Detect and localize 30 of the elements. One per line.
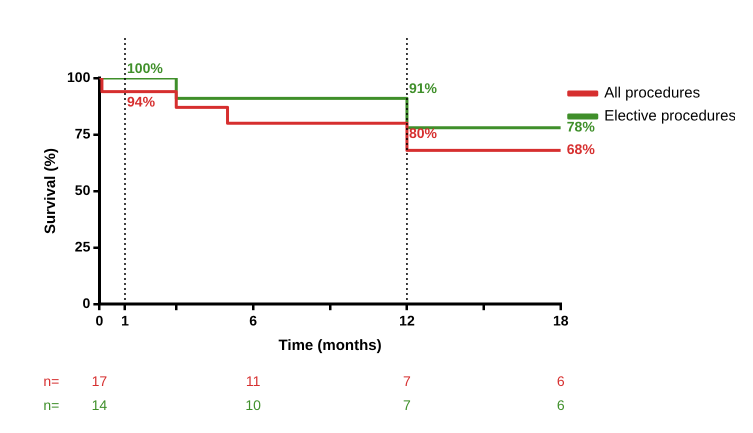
annotation: 94% <box>126 93 156 110</box>
annotation: 78% <box>566 118 596 135</box>
y-tick-label: 100 <box>67 68 91 85</box>
y-tick-label: 75 <box>74 125 91 142</box>
text: n= <box>43 373 60 390</box>
text: 6 <box>556 397 565 414</box>
text: 11 <box>246 373 261 390</box>
x-axis-title: Time (months) <box>278 337 382 354</box>
x-tick-label: 18 <box>552 312 569 328</box>
annotation: 100% <box>126 60 164 76</box>
text: 7 <box>403 397 412 414</box>
x-tick-label: 1 <box>121 312 130 328</box>
annotation: 91% <box>408 80 438 96</box>
legend-label: All procedures <box>604 84 700 102</box>
text: 14 <box>92 397 108 414</box>
text: 7 <box>403 373 412 390</box>
y-tick-label: 0 <box>82 295 91 312</box>
x-tick-label: 0 <box>95 312 104 328</box>
annotation: 68% <box>566 141 596 158</box>
x-tick-label: 6 <box>249 312 258 328</box>
y-axis-title: Survival (%) <box>42 148 60 234</box>
y-tick-label: 50 <box>74 182 91 198</box>
y-tick-label: 25 <box>74 238 91 255</box>
text: 6 <box>556 373 565 390</box>
legend-label: Elective procedures <box>604 108 736 125</box>
text: n= <box>43 397 60 414</box>
annotation: 80% <box>408 125 438 142</box>
x-tick-label: 12 <box>399 312 415 328</box>
text: 10 <box>245 397 262 414</box>
text: 17 <box>92 373 108 390</box>
